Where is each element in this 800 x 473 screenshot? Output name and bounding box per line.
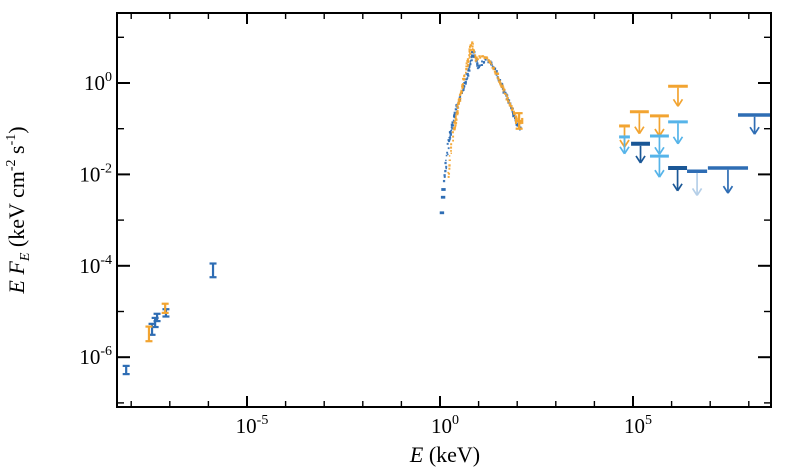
y-tick-label: 10-6 xyxy=(79,344,112,369)
low-energy-errorbars-orange xyxy=(145,302,169,343)
x-tick-label: 100 xyxy=(431,413,459,438)
xray-endpoint-cross-orange xyxy=(514,112,524,130)
axes-frame xyxy=(116,12,772,408)
gamma-upper-limits xyxy=(619,84,770,196)
y-tick-label: 10-4 xyxy=(79,253,112,278)
x-tick-labels: 10-5 100 105 xyxy=(236,413,652,438)
low-energy-errorbars-blue xyxy=(122,262,217,376)
y-tick-label: 100 xyxy=(84,70,112,95)
axis-ticks xyxy=(117,13,771,407)
y-tick-label: 10-2 xyxy=(79,161,112,186)
y-tick-labels: 100 10-2 10-4 10-6 xyxy=(79,70,112,369)
x-tick-label: 105 xyxy=(624,413,652,438)
axis-titles: E (keV) E FE (keV cm-2 s-1) xyxy=(4,126,480,467)
x-tick-label: 10-5 xyxy=(236,413,269,438)
y-axis-title: E FE (keV cm-2 s-1) xyxy=(4,126,33,294)
plot-data xyxy=(122,41,770,376)
x-axis-title: E (keV) xyxy=(409,442,480,467)
